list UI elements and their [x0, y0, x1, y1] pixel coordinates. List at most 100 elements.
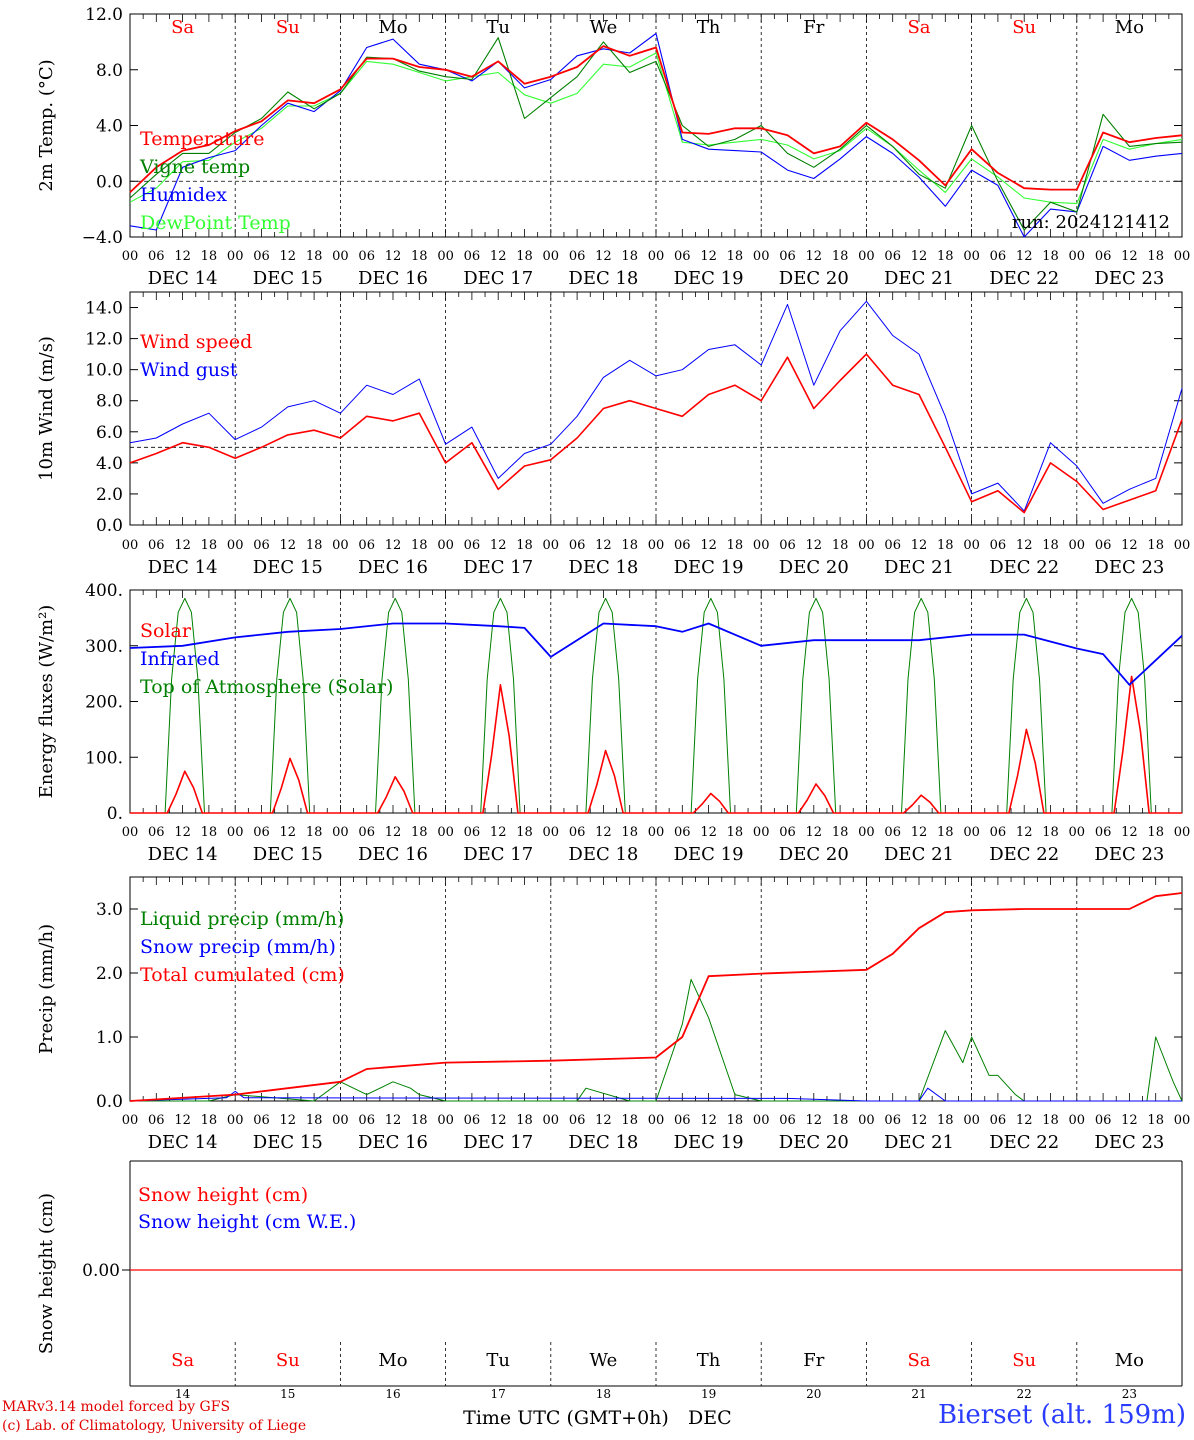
panel-energy-fluxes: 0. 100. 200. 300. 400. Energy fluxes (W/m²) So…: [36, 581, 1190, 865]
wind-hour-label: 12: [280, 538, 297, 553]
wind-hour-label: 00: [1069, 538, 1086, 553]
precip-hour-label: 06: [990, 1113, 1007, 1128]
energy-y-axis-label: Energy fluxes (W/m²): [36, 605, 57, 799]
energy-y-tick-label: 0.: [107, 804, 123, 824]
panel-wind: 0.0 2.0 4.0 6.0 8.0 10.0 12.0 14.0 10m Wind (m/s…: [36, 291, 1191, 578]
energy-solar-day-2: [235, 757, 341, 814]
precip-date-label: DEC 17: [463, 1132, 533, 1153]
temp-hour-label: 06: [358, 249, 375, 264]
temp-date-label: DEC 15: [253, 268, 323, 289]
temp-hour-label: 06: [569, 249, 586, 264]
precip-legend-entry: Total cumulated (cm): [140, 964, 345, 986]
temp-hour-label: 00: [753, 249, 770, 264]
wind-hour-label: 12: [911, 538, 928, 553]
energy-date-label: DEC 18: [568, 844, 638, 865]
wind-hour-label: 12: [174, 538, 191, 553]
snow-day-name: Su: [1012, 1350, 1036, 1371]
model-credits: MARv3.14 model forced by GFS (c) Lab. of…: [2, 1398, 306, 1436]
temp-date-label: DEC 21: [884, 268, 954, 289]
precip-hour-label: 12: [1016, 1113, 1033, 1128]
energy-hour-label: 18: [201, 825, 218, 840]
temp-hour-label: 18: [411, 249, 428, 264]
energy-toa-day-3: [340, 597, 446, 814]
temp-hour-label: 06: [148, 249, 165, 264]
precip-hour-label: 00: [437, 1113, 454, 1128]
wind-hour-label: 06: [569, 538, 586, 553]
wind-hour-label: 12: [1016, 538, 1033, 553]
temp-date-label: DEC 17: [463, 268, 533, 289]
precip-hour-label: 12: [806, 1113, 823, 1128]
temp-y-tick-label: −4.0: [82, 228, 123, 248]
precip-date-label: DEC 22: [989, 1132, 1059, 1153]
precip-y-tick-label: 1.0: [96, 1028, 123, 1048]
temp-hour-label: 18: [727, 249, 744, 264]
energy-hour-label: 06: [148, 825, 165, 840]
temp-day-name: Mo: [1115, 17, 1144, 38]
wind-date-label: DEC 18: [568, 557, 638, 578]
energy-hour-label: 06: [779, 825, 796, 840]
precip-hour-label: 06: [148, 1113, 165, 1128]
precip-hour-label: 00: [963, 1113, 980, 1128]
precip-hour-label: 00: [648, 1113, 665, 1128]
wind-legend-entry: Wind speed: [140, 331, 252, 353]
energy-hour-label: 00: [1069, 825, 1086, 840]
precip-hour-label: 06: [358, 1113, 375, 1128]
temp-hour-label: 06: [990, 249, 1007, 264]
wind-hour-label: 12: [700, 538, 717, 553]
precip-hour-label: 00: [332, 1113, 349, 1128]
snow-day-number: 19: [701, 1387, 716, 1401]
wind-hour-label: 00: [437, 538, 454, 553]
precip-hour-label: 06: [779, 1113, 796, 1128]
wind-y-tick-label: 4.0: [96, 454, 123, 474]
snow-day-number: 16: [385, 1387, 400, 1401]
precip-hour-label: 18: [306, 1113, 323, 1128]
temp-legend-entry: Humidex: [140, 184, 227, 206]
energy-hour-label: 06: [358, 825, 375, 840]
temp-hour-label: 12: [1016, 249, 1033, 264]
energy-solar-day-7: [761, 783, 867, 814]
energy-solar-day-10: [1076, 675, 1182, 814]
precip-hour-label: 18: [1042, 1113, 1059, 1128]
wind-hour-label: 06: [1095, 538, 1112, 553]
energy-hour-label: 06: [674, 825, 691, 840]
temp-day-name: Sa: [171, 17, 194, 38]
temp-hour-label: 12: [1121, 249, 1138, 264]
temp-date-label: DEC 19: [674, 268, 744, 289]
wind-hour-label: 18: [516, 538, 533, 553]
energy-solar-day-6: [656, 792, 762, 814]
energy-date-label: DEC 14: [148, 844, 218, 865]
wind-y-tick-label: 2.0: [96, 485, 123, 505]
panel-precipitation: 0.0 1.0 2.0 3.0 Precip (mm/h) Liquid precip (…: [36, 876, 1191, 1153]
precip-hour-label: 00: [753, 1113, 770, 1128]
wind-y-tick-label: 10.0: [85, 361, 123, 381]
precip-hour-label: 00: [1174, 1113, 1191, 1128]
wind-y-tick-label: 12.0: [85, 330, 123, 350]
precip-hour-label: 12: [1121, 1113, 1138, 1128]
energy-solar-day-9: [971, 728, 1077, 814]
precip-legend-entry: Liquid precip (mm/h): [140, 908, 344, 930]
temp-hour-label: 18: [832, 249, 849, 264]
precip-hour-label: 12: [911, 1113, 928, 1128]
temp-date-label: DEC 16: [358, 268, 428, 289]
snow-day-number: 23: [1122, 1387, 1137, 1401]
precip-hour-label: 00: [122, 1113, 139, 1128]
energy-solar-day-8: [866, 794, 972, 814]
energy-hour-label: 06: [253, 825, 270, 840]
wind-hour-label: 00: [332, 538, 349, 553]
snow-day-name: We: [590, 1350, 618, 1371]
precip-hour-label: 00: [1069, 1113, 1086, 1128]
wind-hour-label: 06: [358, 538, 375, 553]
energy-date-label: DEC 22: [989, 844, 1059, 865]
energy-hour-label: 06: [464, 825, 481, 840]
temp-series-humidex: [129, 32, 1183, 238]
temp-day-name: Fr: [803, 17, 824, 38]
wind-hour-label: 18: [306, 538, 323, 553]
wind-hour-label: 00: [1174, 538, 1191, 553]
site-label: Bierset (alt. 159m): [937, 1400, 1186, 1430]
temp-date-label: DEC 20: [779, 268, 849, 289]
energy-frame: [129, 589, 1183, 814]
precip-hour-label: 18: [832, 1113, 849, 1128]
precip-hour-label: 06: [569, 1113, 586, 1128]
wind-hour-label: 18: [1042, 538, 1059, 553]
precip-date-label: DEC 14: [148, 1132, 218, 1153]
